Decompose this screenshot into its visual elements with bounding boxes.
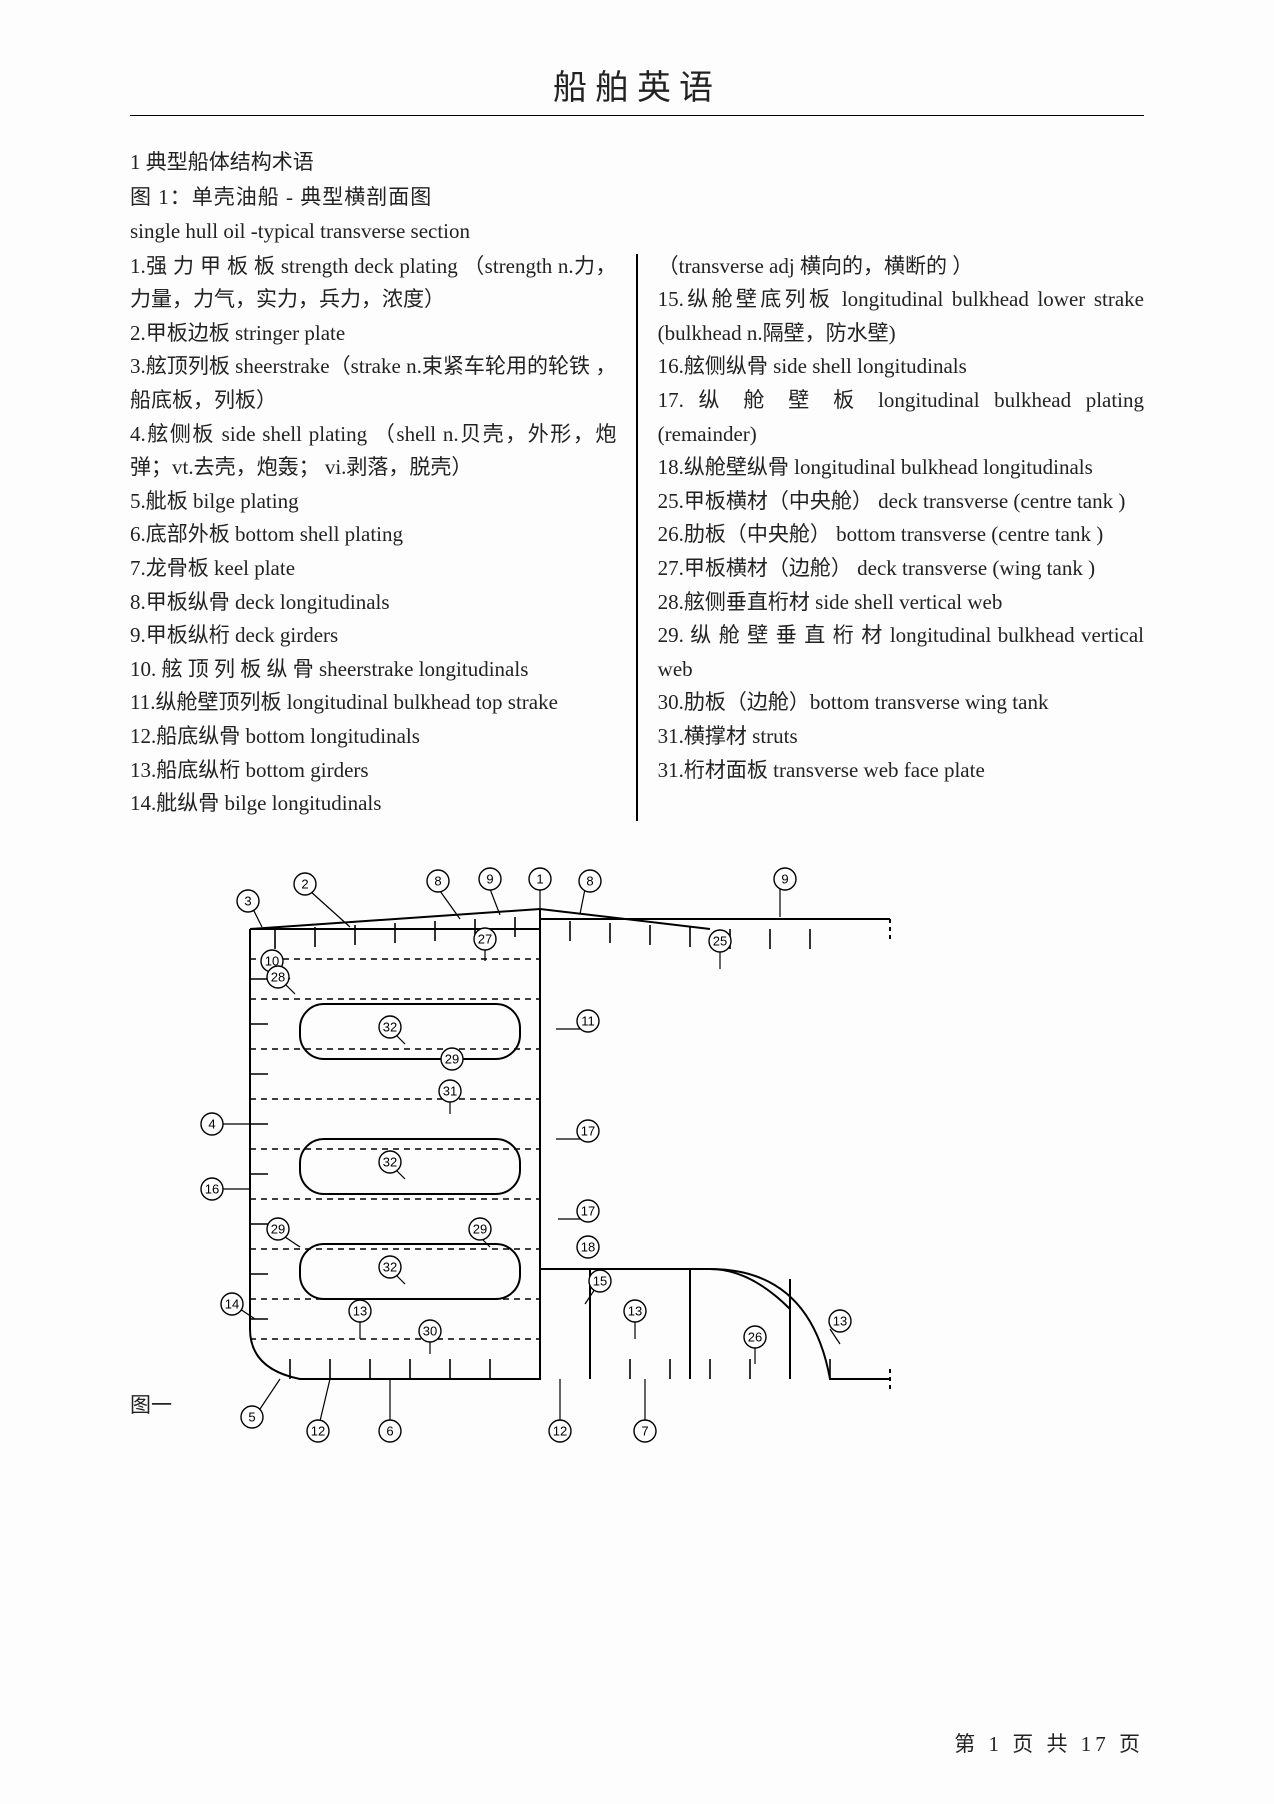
glossary-entry: 27.甲板横材（边舱） deck transverse (wing tank )	[658, 552, 1144, 586]
glossary-entry: 7.龙骨板 keel plate	[130, 552, 616, 586]
svg-text:9: 9	[781, 871, 788, 886]
glossary-entry: 31.横撑材 struts	[658, 720, 1144, 754]
svg-text:17: 17	[581, 1123, 595, 1138]
svg-text:3: 3	[244, 893, 251, 908]
svg-text:7: 7	[641, 1423, 648, 1438]
svg-text:5: 5	[248, 1409, 255, 1424]
svg-text:32: 32	[383, 1154, 397, 1169]
svg-text:27: 27	[478, 931, 492, 946]
glossary-entry: 15.纵舱壁底列板 longitudinal bulkhead lower st…	[658, 283, 1144, 350]
glossary-column-right: （transverse adj 横向的，横断的 ） 15.纵舱壁底列板 long…	[658, 250, 1144, 821]
svg-text:8: 8	[586, 873, 593, 888]
svg-text:8: 8	[434, 873, 441, 888]
glossary-entry: 11.纵舱壁顶列板 longitudinal bulkhead top stra…	[130, 686, 616, 720]
svg-text:28: 28	[271, 969, 285, 984]
glossary-column-left: 1.强 力 甲 板 板 strength deck plating （stren…	[130, 250, 616, 821]
glossary-entry: 12.船底纵骨 bottom longitudinals	[130, 720, 616, 754]
svg-text:1: 1	[536, 871, 543, 886]
header-rule	[130, 115, 1144, 116]
glossary-entry: 25.甲板横材（中央舱） deck transverse (centre tan…	[658, 485, 1144, 519]
svg-text:13: 13	[628, 1303, 642, 1318]
svg-text:11: 11	[581, 1013, 595, 1028]
glossary-entry: 14.舭纵骨 bilge longitudinals	[130, 787, 616, 821]
svg-text:16: 16	[205, 1181, 219, 1196]
svg-text:32: 32	[383, 1019, 397, 1034]
transverse-section-diagram: 1234567889910111212131313141516171718252…	[190, 849, 910, 1449]
glossary-entry: 18.纵舱壁纵骨 longitudinal bulkhead longitudi…	[658, 451, 1144, 485]
glossary-entry: 10. 舷 顶 列 板 纵 骨 sheerstrake longitudinal…	[130, 653, 616, 687]
glossary-entry: 1.强 力 甲 板 板 strength deck plating （stren…	[130, 250, 616, 317]
glossary-entry: 5.舭板 bilge plating	[130, 485, 616, 519]
svg-text:9: 9	[486, 871, 493, 886]
svg-text:2: 2	[301, 876, 308, 891]
svg-text:18: 18	[581, 1239, 595, 1254]
glossary-entry: 31.桁材面板 transverse web face plate	[658, 754, 1144, 788]
svg-text:13: 13	[353, 1303, 367, 1318]
svg-text:12: 12	[553, 1423, 567, 1438]
glossary-entry: 17. 纵 舱 壁 板 longitudinal bulkhead platin…	[658, 384, 1144, 451]
page-header-title: 船舶英语	[130, 60, 1144, 109]
svg-text:12: 12	[311, 1423, 325, 1438]
figure-caption: 图一	[130, 1389, 172, 1419]
glossary-entry: 26.肋板（中央舱） bottom transverse (centre tan…	[658, 518, 1144, 552]
svg-text:26: 26	[748, 1329, 762, 1344]
svg-text:17: 17	[581, 1203, 595, 1218]
section-heading: 1 典型船体结构术语	[130, 146, 1144, 179]
glossary-entry: 28.舷侧垂直桁材 side shell vertical web	[658, 586, 1144, 620]
svg-text:30: 30	[423, 1323, 437, 1338]
glossary-entry: 2.甲板边板 stringer plate	[130, 317, 616, 351]
glossary-entry: 6.底部外板 bottom shell plating	[130, 518, 616, 552]
glossary-entry: （transverse adj 横向的，横断的 ）	[658, 250, 1144, 284]
glossary-entry: 3.舷顶列板 sheerstrake（strake n.束紧车轮用的轮铁 ，船底…	[130, 350, 616, 417]
glossary-entry: 13.船底纵桁 bottom girders	[130, 754, 616, 788]
svg-text:13: 13	[833, 1313, 847, 1328]
glossary-entry: 30.肋板（边舱）bottom transverse wing tank	[658, 686, 1144, 720]
column-divider	[636, 254, 637, 821]
svg-text:31: 31	[443, 1083, 457, 1098]
svg-text:29: 29	[445, 1051, 459, 1066]
glossary-entry: 9.甲板纵桁 deck girders	[130, 619, 616, 653]
svg-text:25: 25	[713, 933, 727, 948]
page-footer: 第 1 页 共 17 页	[954, 1728, 1144, 1758]
svg-text:29: 29	[473, 1221, 487, 1236]
figure-title: 图 1：单壳油船 - 典型横剖面图	[130, 181, 1144, 214]
glossary-entry: 8.甲板纵骨 deck longitudinals	[130, 586, 616, 620]
figure-block: 图一	[130, 849, 1144, 1449]
glossary-entry: 29. 纵 舱 壁 垂 直 桁 材 longitudinal bulkhead …	[658, 619, 1144, 686]
svg-text:29: 29	[271, 1221, 285, 1236]
svg-text:32: 32	[383, 1259, 397, 1274]
svg-text:14: 14	[225, 1296, 239, 1311]
glossary-entry: 16.舷侧纵骨 side shell longitudinals	[658, 350, 1144, 384]
figure-subtitle: single hull oil -typical transverse sect…	[130, 215, 1144, 248]
svg-text:4: 4	[208, 1116, 215, 1131]
svg-text:6: 6	[386, 1423, 393, 1438]
svg-text:15: 15	[593, 1273, 607, 1288]
two-column-glossary: 1.强 力 甲 板 板 strength deck plating （stren…	[130, 250, 1144, 821]
glossary-entry: 4.舷侧板 side shell plating （shell n.贝壳，外形，…	[130, 418, 616, 485]
